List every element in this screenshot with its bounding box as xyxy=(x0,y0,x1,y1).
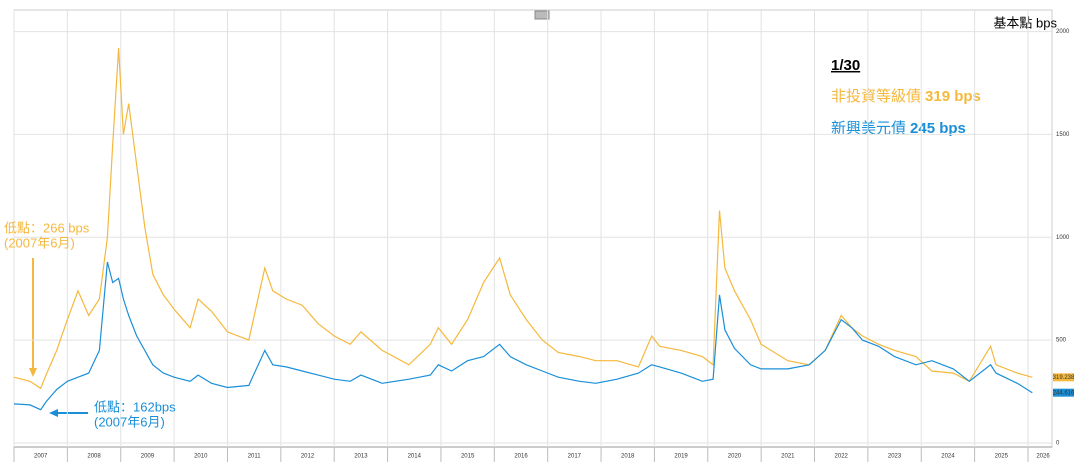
series-line xyxy=(13,47,1033,390)
series-line xyxy=(13,261,1033,411)
x-tick-label: 2026 xyxy=(1036,454,1050,460)
arrow-head xyxy=(49,409,58,417)
legend-entry: 新興美元債 245 bps xyxy=(831,120,966,137)
x-tick-label: 2024 xyxy=(941,454,955,460)
legend-name: 新興美元債 xyxy=(831,120,906,137)
end-label: 244.616 xyxy=(1053,390,1075,396)
x-tick-label: 2017 xyxy=(568,454,582,460)
end-label: 319.238 xyxy=(1053,375,1075,381)
x-tick-label: 2021 xyxy=(781,454,795,460)
annotation-sub: (2007年6月) xyxy=(4,235,75,250)
y-tick-label: 500 xyxy=(1056,338,1067,344)
x-tick-label: 2015 xyxy=(461,454,475,460)
end-label-box xyxy=(1053,373,1074,382)
x-tick-label: 2020 xyxy=(728,454,742,460)
y-tick-label: 0 xyxy=(1056,441,1060,447)
legend-name: 非投資等級債 xyxy=(831,87,921,105)
x-tick-label: 2008 xyxy=(87,454,101,460)
unit-label: 基本點 bps xyxy=(993,15,1057,30)
annotation-sub: (2007年6月) xyxy=(94,414,165,429)
x-tick-label: 2014 xyxy=(408,454,422,460)
x-tick-label: 2019 xyxy=(674,454,688,460)
end-label-box xyxy=(1053,388,1074,397)
plot-frame xyxy=(13,9,1053,448)
x-tick-label: 2009 xyxy=(141,454,155,460)
x-tick-label: 2012 xyxy=(301,454,315,460)
annotation: 低點：162bps xyxy=(94,399,176,414)
x-tick-label: 2023 xyxy=(888,454,902,460)
legend-value: 319 bps xyxy=(925,88,981,105)
legend-value: 245 bps xyxy=(910,120,966,137)
toolbar-icon xyxy=(534,10,550,20)
y-tick-label: 2000 xyxy=(1056,29,1070,35)
x-tick-label: 2011 xyxy=(248,454,262,460)
x-tick-label: 2018 xyxy=(621,454,635,460)
x-tick-label: 2025 xyxy=(995,454,1009,460)
y-tick-label: 1500 xyxy=(1056,132,1070,138)
arrow-head xyxy=(29,368,37,377)
x-tick-label: 2007 xyxy=(34,454,48,460)
x-tick-label: 2016 xyxy=(514,454,528,460)
annotation: 低點：266 bps xyxy=(4,220,90,235)
legend: 非投資等級債 319 bps 新興美元債 245 bps xyxy=(831,87,981,137)
x-tick-label: 2010 xyxy=(194,454,208,460)
date-label: 1/30 xyxy=(831,57,860,74)
y-tick-label: 1000 xyxy=(1056,235,1070,241)
legend-entry: 非投資等級債 319 bps xyxy=(831,87,981,105)
x-tick-label: 2013 xyxy=(354,454,368,460)
x-tick-label: 2022 xyxy=(835,454,849,460)
